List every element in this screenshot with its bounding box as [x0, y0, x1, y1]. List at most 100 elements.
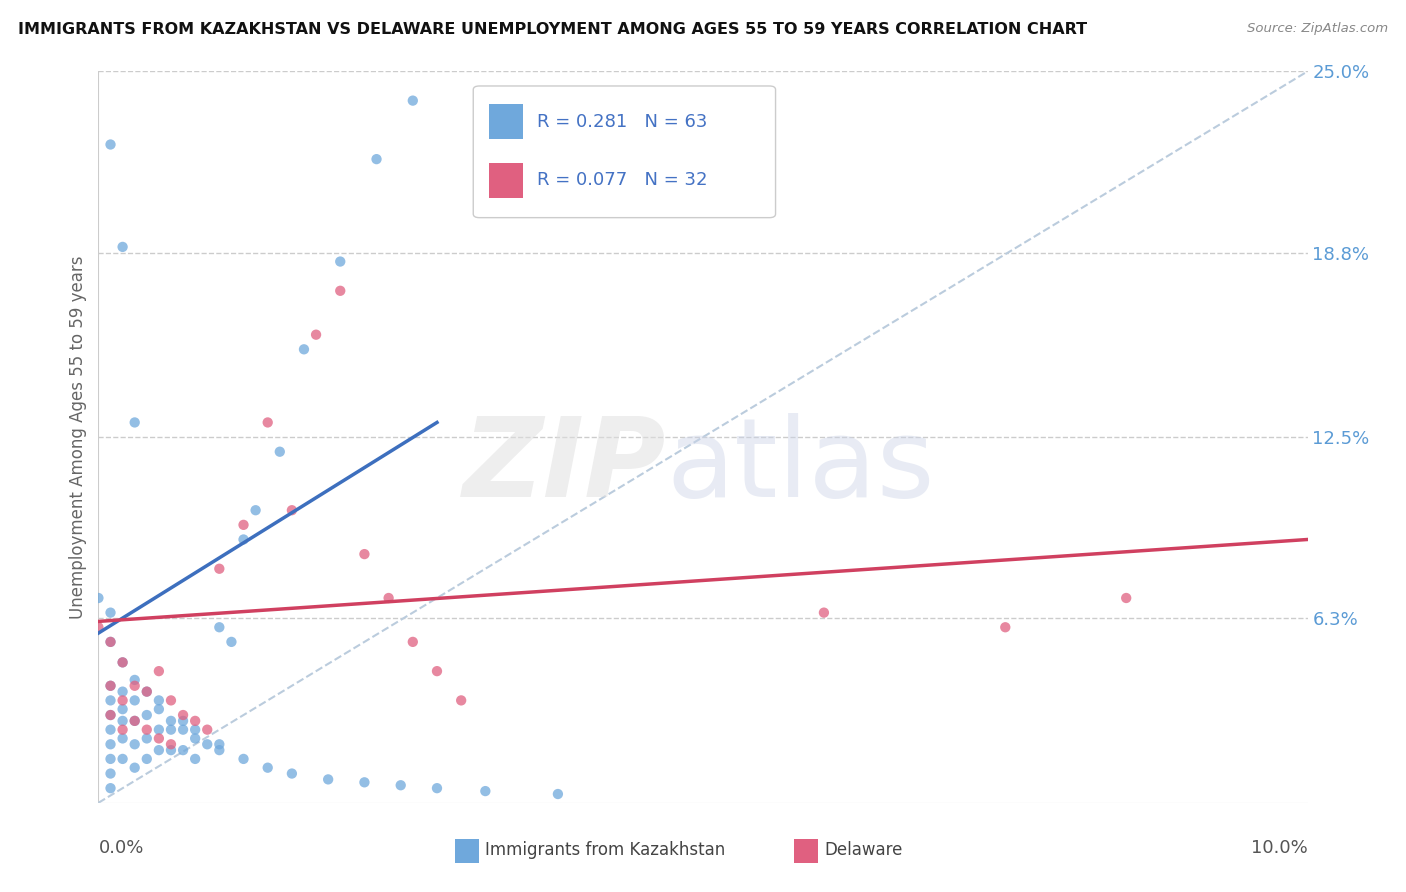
Text: 10.0%: 10.0%	[1251, 839, 1308, 857]
Point	[100, 708, 122, 723]
Point	[329, 284, 352, 298]
Point	[124, 714, 146, 728]
Text: Immigrants from Kazakhstan: Immigrants from Kazakhstan	[485, 841, 725, 859]
Point	[184, 731, 207, 746]
Point	[160, 743, 183, 757]
Point	[160, 723, 183, 737]
Point	[232, 752, 254, 766]
Point	[195, 723, 218, 737]
Point	[148, 702, 170, 716]
Point	[256, 416, 278, 430]
Point	[135, 752, 157, 766]
Point	[100, 635, 122, 649]
Point	[135, 731, 157, 746]
Point	[353, 547, 375, 561]
Point	[184, 723, 207, 737]
Point	[100, 679, 122, 693]
Point	[329, 254, 352, 268]
Text: IMMIGRANTS FROM KAZAKHSTAN VS DELAWARE UNEMPLOYMENT AMONG AGES 55 TO 59 YEARS CO: IMMIGRANTS FROM KAZAKHSTAN VS DELAWARE U…	[18, 22, 1087, 37]
Point	[402, 635, 425, 649]
Point	[100, 752, 122, 766]
Point	[245, 503, 267, 517]
Point	[377, 591, 399, 605]
Point	[208, 562, 231, 576]
Point	[172, 723, 194, 737]
Point	[221, 635, 243, 649]
Point	[426, 664, 449, 678]
Text: R = 0.077   N = 32: R = 0.077 N = 32	[537, 171, 707, 189]
Point	[172, 714, 194, 728]
Point	[281, 766, 304, 780]
Point	[124, 761, 146, 775]
Point	[111, 731, 134, 746]
Point	[474, 784, 496, 798]
Point	[111, 684, 134, 698]
Point	[100, 723, 122, 737]
Point	[281, 503, 304, 517]
Point	[426, 781, 449, 796]
Point	[111, 693, 134, 707]
Point	[100, 635, 122, 649]
Text: R = 0.281   N = 63: R = 0.281 N = 63	[537, 112, 707, 131]
Point	[100, 737, 122, 751]
Point	[100, 606, 122, 620]
Point	[124, 693, 146, 707]
Point	[111, 702, 134, 716]
Point	[87, 591, 110, 605]
Point	[160, 693, 183, 707]
Point	[256, 761, 278, 775]
Point	[172, 708, 194, 723]
Point	[135, 684, 157, 698]
Point	[208, 743, 231, 757]
Point	[184, 714, 207, 728]
Text: Delaware: Delaware	[824, 841, 903, 859]
Point	[366, 152, 388, 166]
Point	[160, 714, 183, 728]
Point	[195, 737, 218, 751]
Point	[100, 693, 122, 707]
Point	[100, 679, 122, 693]
Point	[292, 343, 315, 357]
Point	[450, 693, 472, 707]
FancyBboxPatch shape	[489, 163, 523, 198]
Point	[269, 444, 291, 458]
Text: 0.0%: 0.0%	[98, 839, 143, 857]
Point	[994, 620, 1017, 634]
Point	[111, 656, 134, 670]
Text: ZIP: ZIP	[463, 413, 666, 520]
Point	[148, 693, 170, 707]
Point	[547, 787, 569, 801]
Point	[148, 664, 170, 678]
Point	[389, 778, 412, 792]
Point	[316, 772, 339, 787]
Point	[135, 723, 157, 737]
Point	[148, 723, 170, 737]
Point	[111, 752, 134, 766]
Point	[124, 737, 146, 751]
Point	[100, 708, 122, 723]
Point	[305, 327, 328, 342]
Point	[184, 752, 207, 766]
Text: atlas: atlas	[666, 413, 935, 520]
Point	[208, 620, 231, 634]
Point	[172, 743, 194, 757]
FancyBboxPatch shape	[456, 838, 479, 863]
Point	[87, 620, 110, 634]
Point	[353, 775, 375, 789]
Point	[124, 673, 146, 687]
Point	[111, 714, 134, 728]
Point	[1115, 591, 1137, 605]
Point	[135, 708, 157, 723]
Point	[124, 416, 146, 430]
Point	[111, 656, 134, 670]
Point	[100, 781, 122, 796]
Point	[402, 94, 425, 108]
FancyBboxPatch shape	[489, 104, 523, 139]
FancyBboxPatch shape	[793, 838, 818, 863]
Point	[232, 533, 254, 547]
Point	[124, 679, 146, 693]
Point	[135, 684, 157, 698]
Point	[148, 731, 170, 746]
Point	[208, 737, 231, 751]
Point	[124, 714, 146, 728]
